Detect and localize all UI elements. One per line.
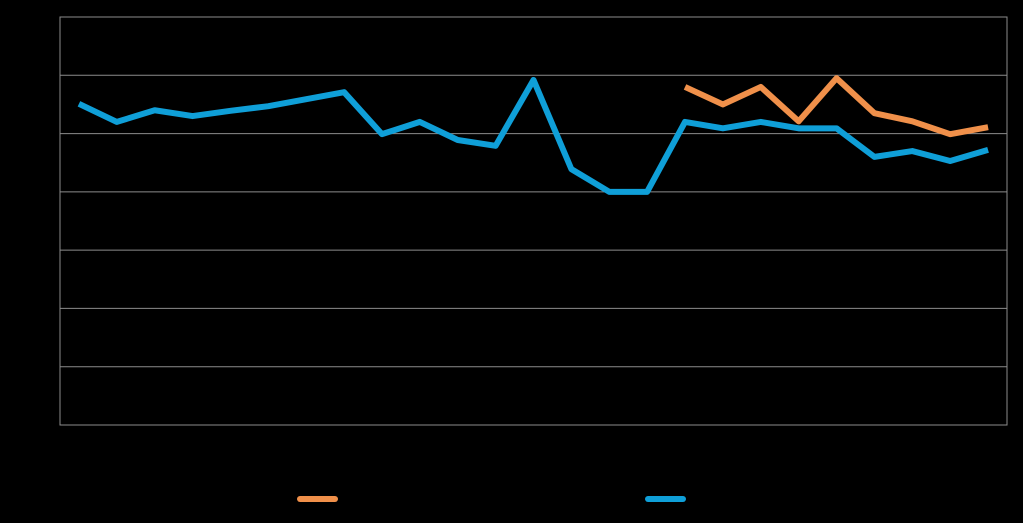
- series-line: [77, 76, 989, 195]
- plot-border: [59, 16, 1008, 426]
- series-line: [683, 75, 989, 138]
